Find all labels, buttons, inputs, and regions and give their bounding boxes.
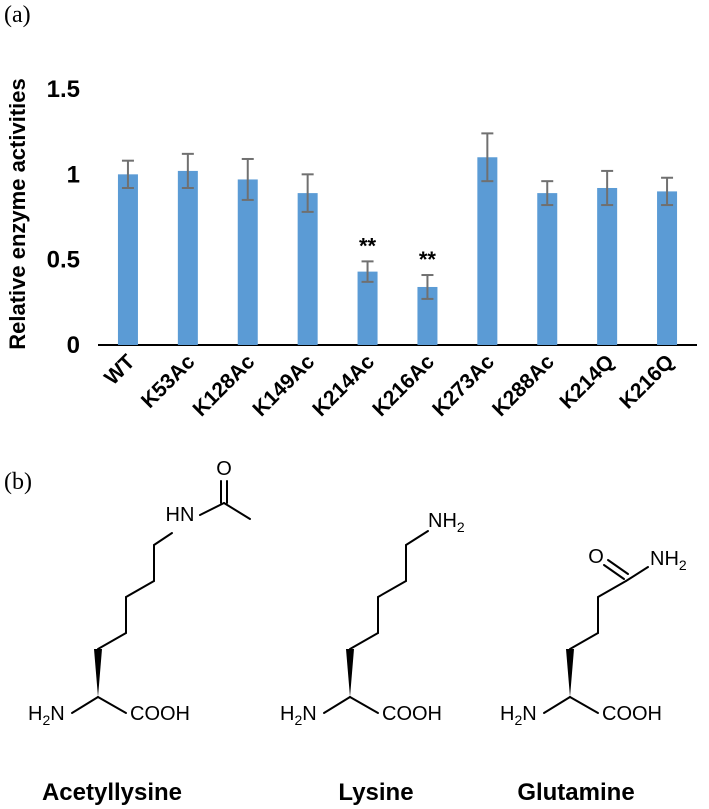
y-tick-label: 1.5 <box>47 76 80 103</box>
x-tick-label: K273Ac <box>428 350 499 421</box>
chain-bond <box>349 632 379 650</box>
molecule-name-acetyllysine: Acetyllysine <box>42 779 182 806</box>
amide-bond <box>199 502 225 516</box>
chain-bond <box>377 580 407 598</box>
x-tick-label: K149Ac <box>248 350 319 421</box>
chain-bond <box>569 632 599 650</box>
amine-h: H <box>280 703 294 725</box>
carboxyl-label: COOH <box>382 703 442 725</box>
panel-label-b: (b) <box>4 469 32 495</box>
amine-bond <box>323 696 351 714</box>
amide-nh2-label: NH2 <box>650 548 687 573</box>
significance-label: ** <box>359 233 377 258</box>
amine-subscript: 2 <box>42 712 50 728</box>
y-tick-label: 1 <box>67 161 80 188</box>
chain-bond <box>125 580 155 598</box>
amine-subscript: 2 <box>294 712 302 728</box>
amine-h: H <box>28 703 42 725</box>
error-bar <box>121 159 134 189</box>
bar <box>657 191 678 345</box>
error-bar <box>421 274 434 300</box>
bar-chart: Relative enzyme activities 0 0.5 1 1.5 ** **… <box>5 76 697 421</box>
carbonyl-bond <box>603 564 625 580</box>
amine-nh2-label: NH2 <box>428 510 465 535</box>
amine-n: N <box>50 703 64 725</box>
error-bar <box>601 169 614 207</box>
significance-label: ** <box>419 247 437 272</box>
x-tick-label: K288Ac <box>488 350 559 421</box>
molecule-name-lysine: Lysine <box>338 779 413 806</box>
panel-label-a: (a) <box>4 2 31 28</box>
molecule-acetyllysine: H2N COOH HN O Acetyllysine <box>28 460 251 806</box>
wedge-bond <box>346 649 354 697</box>
chain-bond <box>597 580 627 598</box>
carboxyl-label: COOH <box>602 703 662 725</box>
chain-bond <box>97 632 127 650</box>
amine-label: H2N <box>500 703 537 728</box>
amide-bond <box>625 566 649 582</box>
amide-subscript: 2 <box>679 557 687 573</box>
bar <box>537 193 558 345</box>
error-bar <box>361 260 374 283</box>
carboxyl-bond <box>349 696 379 714</box>
chain-bond <box>405 530 429 546</box>
error-bar <box>181 152 194 189</box>
error-bar <box>661 176 674 207</box>
bar <box>117 174 138 345</box>
bar <box>237 179 258 345</box>
carbonyl-bond <box>607 559 629 575</box>
amine-n: N <box>522 703 536 725</box>
amine-label: H2N <box>28 703 65 728</box>
x-tick-label: K214Ac <box>308 350 379 421</box>
bar <box>357 271 378 345</box>
bar <box>477 157 498 345</box>
amide-nh: NH <box>650 548 679 570</box>
y-tick-label: 0.5 <box>47 247 80 274</box>
error-bar <box>301 173 314 213</box>
amine-subscript: 2 <box>457 519 465 535</box>
x-tick-label: K216Q <box>615 350 678 413</box>
amine-nh: NH <box>428 510 457 532</box>
x-tick-label: K216Ac <box>368 350 439 421</box>
amine-label: H2N <box>280 703 317 728</box>
carboxyl-bond <box>97 696 127 714</box>
carboxyl-bond <box>569 696 599 714</box>
amine-bond <box>71 696 99 714</box>
carboxyl-label: COOH <box>130 703 190 725</box>
amide-nh-label: HN <box>166 504 195 526</box>
bar <box>417 286 438 345</box>
error-bar <box>481 132 494 183</box>
error-bar <box>241 157 254 201</box>
amine-n: N <box>302 703 316 725</box>
amine-h: H <box>500 703 514 725</box>
bar <box>597 187 618 345</box>
molecule-name-glutamine: Glutamine <box>517 779 634 806</box>
wedge-bond <box>566 649 574 697</box>
x-tick-label: K128Ac <box>189 350 260 421</box>
methyl-bond <box>223 502 251 520</box>
bar <box>177 170 198 345</box>
x-tick-label: K214Q <box>555 350 618 413</box>
bar <box>297 193 318 345</box>
y-axis-label: Relative enzyme activities <box>5 78 30 349</box>
carbonyl-o-label: O <box>216 460 232 480</box>
amine-bond <box>543 696 571 714</box>
carbonyl-o-label: O <box>588 546 604 568</box>
chain-bond <box>153 532 173 546</box>
y-tick-label: 0 <box>67 332 80 359</box>
x-tick-label: WT <box>100 350 139 389</box>
amine-subscript: 2 <box>514 712 522 728</box>
error-bar <box>541 180 554 207</box>
wedge-bond <box>94 649 102 697</box>
